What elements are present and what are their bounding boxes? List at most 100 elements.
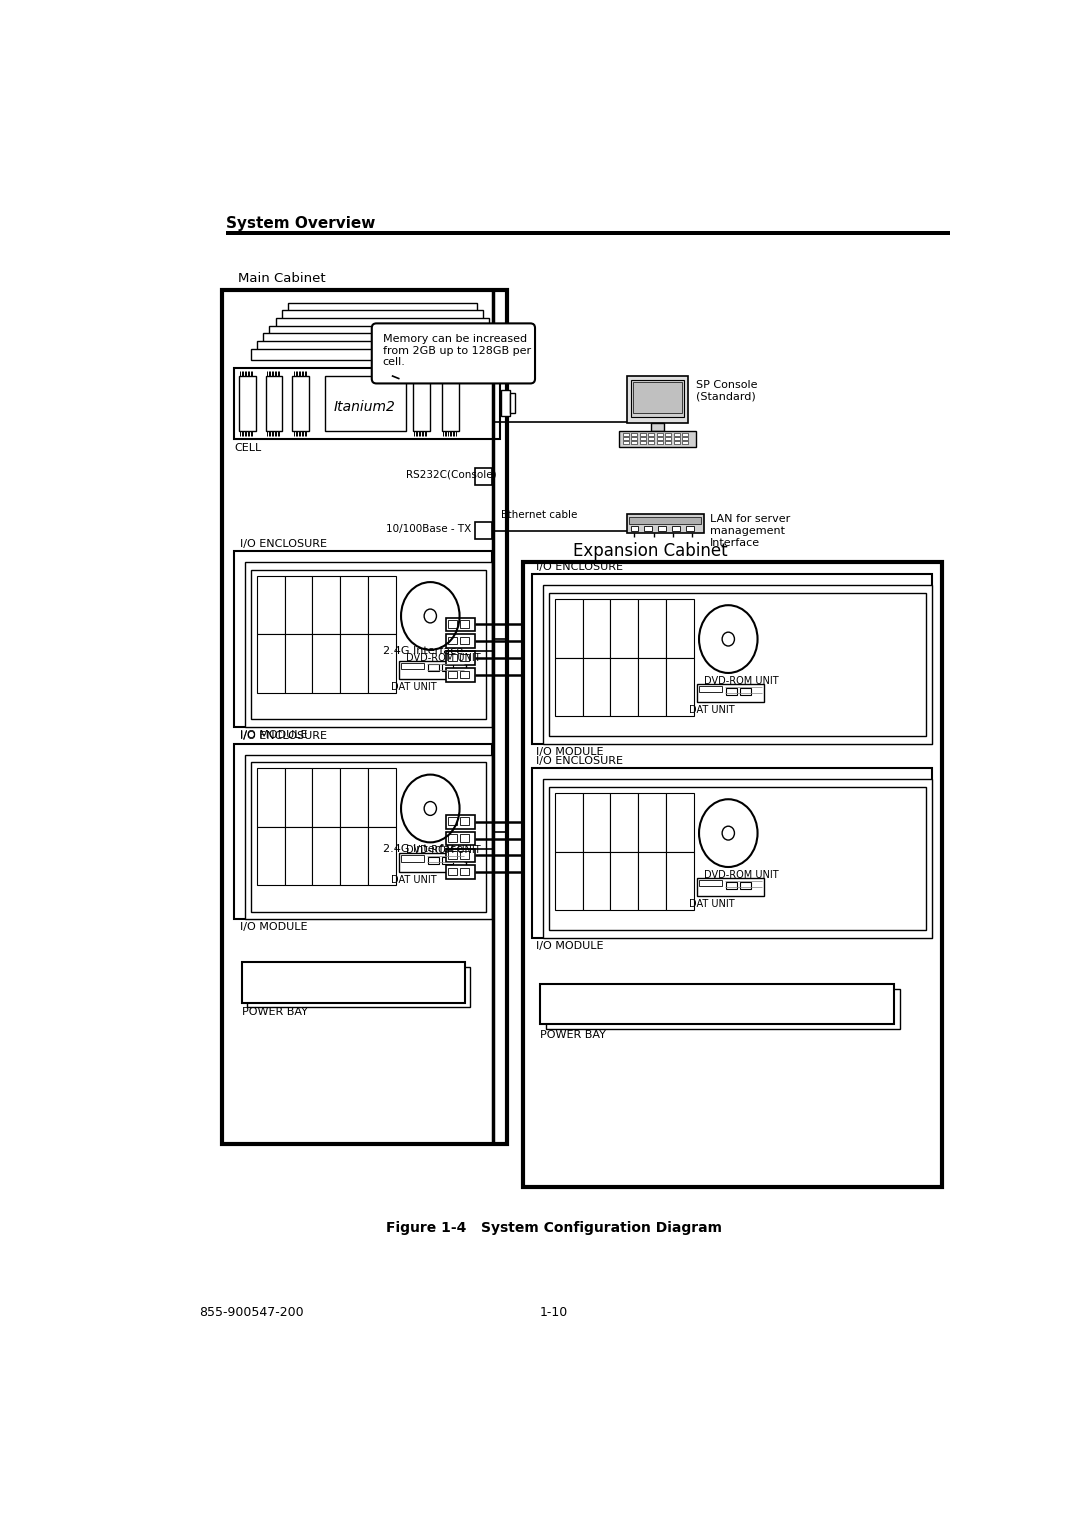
Bar — [665, 434, 672, 435]
Bar — [245, 562, 491, 727]
Bar — [251, 762, 486, 912]
Text: POWER BAY: POWER BAY — [540, 1031, 606, 1040]
Bar — [442, 376, 459, 431]
Text: DVD-ROM UNIT: DVD-ROM UNIT — [406, 654, 481, 663]
Bar — [639, 441, 646, 443]
Bar — [699, 880, 723, 886]
Bar — [266, 376, 283, 431]
Bar — [368, 768, 395, 828]
Bar — [234, 551, 491, 727]
Bar — [672, 525, 679, 530]
Bar — [540, 983, 894, 1025]
Bar — [285, 768, 312, 828]
Bar — [401, 855, 424, 861]
Bar — [740, 687, 751, 695]
Bar — [460, 620, 469, 628]
Bar — [475, 522, 491, 539]
Bar — [264, 333, 501, 344]
Bar — [726, 687, 737, 695]
Bar — [226, 231, 950, 235]
Bar — [257, 341, 508, 351]
Bar — [257, 828, 285, 886]
Bar — [651, 423, 663, 431]
Bar — [242, 962, 465, 1003]
Bar — [399, 661, 467, 680]
Text: I/O ENCLOSURE: I/O ENCLOSURE — [240, 539, 327, 550]
Bar — [699, 686, 723, 692]
Text: I/O ENCLOSURE: I/O ENCLOSURE — [536, 562, 623, 573]
Bar — [448, 637, 457, 644]
FancyBboxPatch shape — [372, 324, 535, 383]
Bar — [648, 441, 654, 443]
Bar — [674, 434, 679, 435]
Text: I/O MODULE: I/O MODULE — [240, 730, 308, 741]
Bar — [638, 793, 666, 852]
Bar — [648, 437, 654, 440]
Bar — [460, 867, 469, 875]
Bar — [583, 852, 610, 910]
Bar — [532, 574, 932, 744]
Bar — [666, 599, 693, 658]
Bar — [555, 793, 583, 852]
Text: DAT UNIT: DAT UNIT — [689, 899, 734, 910]
Text: Expansion Cabinet: Expansion Cabinet — [572, 542, 727, 560]
Bar — [446, 669, 475, 683]
Bar — [399, 854, 467, 872]
Bar — [638, 852, 666, 910]
Bar — [282, 310, 483, 321]
Text: DAT UNIT: DAT UNIT — [391, 683, 437, 692]
Bar — [610, 599, 638, 658]
Bar — [683, 441, 688, 443]
Bar — [340, 576, 368, 634]
Text: Figure 1-4   System Configuration Diagram: Figure 1-4 System Configuration Diagram — [386, 1222, 721, 1235]
Text: 10/100Base - TX: 10/100Base - TX — [387, 524, 472, 533]
Bar — [325, 376, 406, 431]
Bar — [446, 617, 475, 631]
Bar — [626, 515, 704, 533]
Bar — [448, 834, 457, 841]
Text: System Overview: System Overview — [226, 215, 376, 231]
Bar — [222, 290, 508, 1144]
Text: I/O ENCLOSURE: I/O ENCLOSURE — [240, 731, 327, 742]
Bar — [740, 881, 751, 889]
Text: CELL: CELL — [234, 443, 261, 452]
Bar — [312, 768, 340, 828]
Text: SP Console
(Standard): SP Console (Standard) — [696, 380, 757, 402]
Bar — [683, 437, 688, 440]
Text: DVD-ROM UNIT: DVD-ROM UNIT — [704, 870, 779, 880]
Bar — [285, 576, 312, 634]
Bar — [619, 431, 696, 446]
Bar — [460, 851, 469, 858]
Bar — [666, 852, 693, 910]
Bar — [610, 793, 638, 852]
Text: I/O ENCLOSURE: I/O ENCLOSURE — [536, 756, 623, 767]
Bar — [686, 525, 693, 530]
Bar — [623, 437, 629, 440]
Bar — [340, 768, 368, 828]
Bar — [368, 634, 395, 693]
Bar — [549, 592, 927, 736]
Bar — [633, 382, 683, 412]
Bar — [639, 434, 646, 435]
Bar — [460, 654, 469, 661]
Bar — [448, 654, 457, 661]
Bar — [257, 634, 285, 693]
Bar — [448, 620, 457, 628]
Bar — [545, 988, 900, 1029]
Bar — [293, 376, 309, 431]
Bar — [448, 867, 457, 875]
Text: DVD-ROM UNIT: DVD-ROM UNIT — [704, 676, 779, 686]
Bar — [657, 437, 663, 440]
Bar — [368, 576, 395, 634]
Text: Itanium2: Itanium2 — [334, 400, 395, 414]
Text: Main Cabinet: Main Cabinet — [238, 272, 325, 286]
Bar — [726, 881, 737, 889]
Text: LAN for server
management
Interface: LAN for server management Interface — [710, 515, 791, 548]
Bar — [460, 834, 469, 841]
Bar — [583, 793, 610, 852]
Bar — [257, 576, 285, 634]
Bar — [610, 658, 638, 716]
Bar — [632, 437, 637, 440]
Bar — [245, 754, 491, 919]
Bar — [446, 849, 475, 863]
